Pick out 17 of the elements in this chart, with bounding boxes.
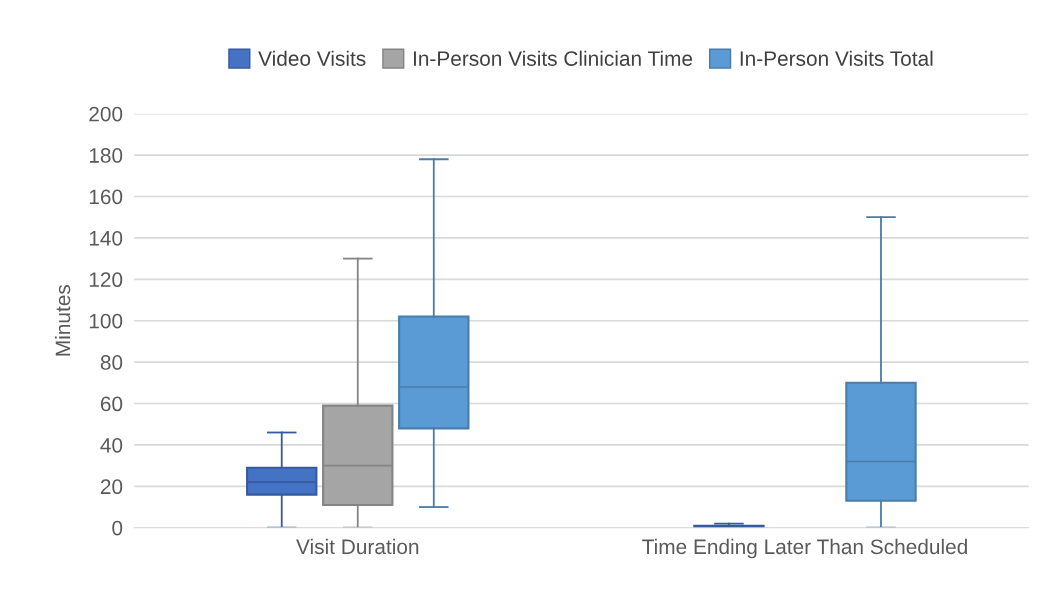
y-tick-label: 80 — [100, 355, 123, 370]
x-tick-label: Time Ending Later Than Scheduled — [642, 538, 967, 559]
legend-label: In-Person Visits Clinician Time — [413, 50, 693, 66]
y-tick-label: 160 — [89, 189, 123, 205]
y-tick-label: 40 — [100, 437, 123, 453]
y-tick-label: 0 — [112, 520, 123, 536]
y-tick-label: 120 — [89, 272, 123, 288]
y-tick-label: 180 — [89, 148, 123, 163]
y-tick-label: 140 — [89, 230, 123, 246]
y-tick-label: 100 — [89, 313, 123, 329]
legend-label: In-Person Visits Total — [740, 50, 933, 66]
y-axis-title: Minutes — [54, 284, 71, 356]
x-tick-label: Visit Duration — [296, 538, 419, 555]
y-tick-label: 20 — [100, 479, 123, 495]
y-tick-label: 60 — [100, 396, 123, 412]
y-tick-label: 200 — [89, 106, 123, 122]
legend-label: Video Visits — [258, 50, 366, 66]
